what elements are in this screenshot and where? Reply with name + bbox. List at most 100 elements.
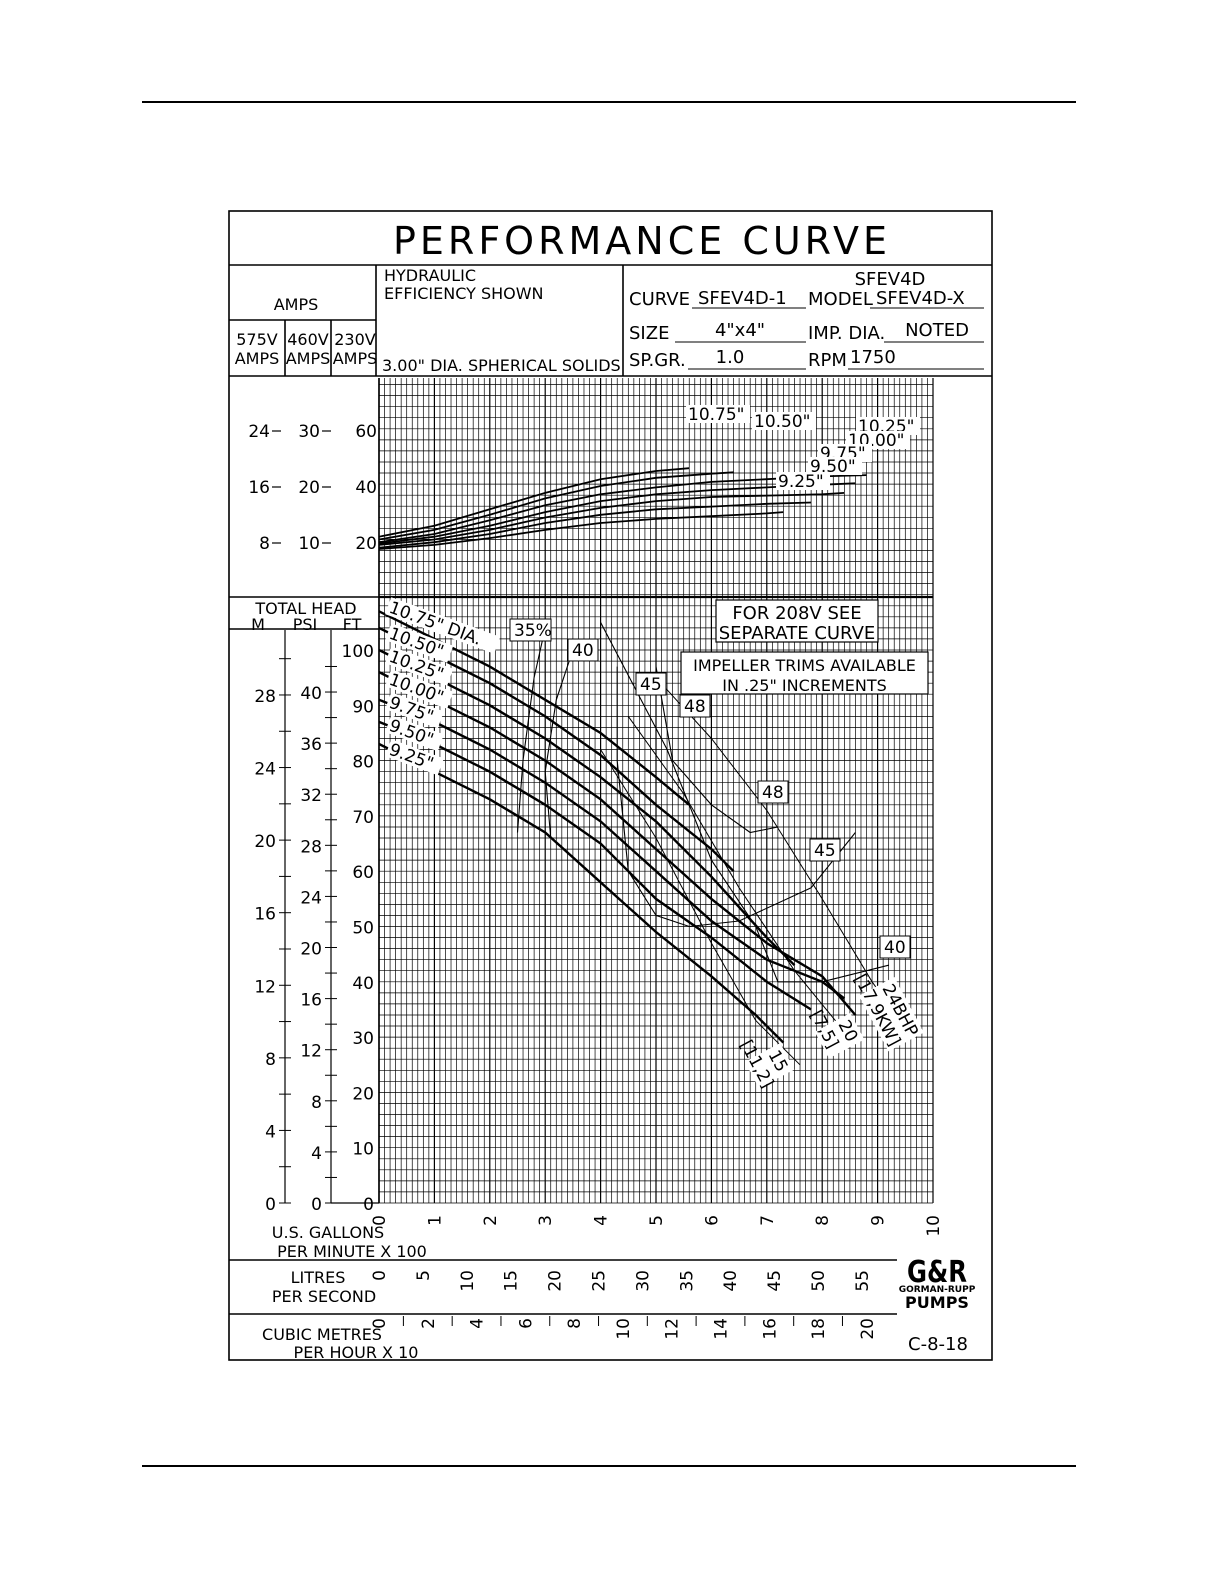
head-curve — [378, 742, 785, 1044]
solids-note: 3.00" DIA. SPHERICAL SOLIDS — [382, 356, 621, 375]
amp-tick-230v: 40 — [355, 478, 377, 498]
note-impeller-trims-text: IMPELLER TRIMS AVAILABLE — [693, 656, 916, 675]
gpm-tick-label: 2 — [481, 1215, 501, 1226]
head-curve — [378, 720, 812, 1011]
hydraulic-note-line: HYDRAULIC — [384, 266, 476, 285]
spgr-label: SP.GR. — [629, 350, 686, 371]
ft-tick-label: 70 — [352, 808, 374, 828]
ft-tick-label: 100 — [342, 642, 374, 662]
curve-info: SFEV4D CURVE SFEV4D-1 MODEL SFEV4D-X SIZE 4"x4… — [629, 269, 984, 371]
ft-tick-label: 30 — [352, 1029, 374, 1049]
eff-label-box — [567, 638, 599, 662]
amp-label-bg — [856, 417, 920, 435]
ft-tick-label: 60 — [352, 863, 374, 883]
eff-label-box — [757, 780, 789, 804]
gpm-tick-label: 4 — [592, 1215, 612, 1226]
eff-label-box — [809, 838, 841, 862]
efficiency-label: 45 — [814, 841, 836, 861]
bottom-rule — [142, 1465, 1076, 1467]
label-bg — [385, 715, 444, 752]
psi-tick-label: 12 — [300, 1042, 322, 1062]
amp-label-bg — [776, 472, 830, 490]
chart-title: PERFORMANCE CURVE — [393, 219, 891, 263]
amp-label-bg — [808, 457, 862, 475]
note-208v-text: FOR 208V SEE — [732, 603, 861, 624]
amp-tick-575v: 16 — [248, 478, 270, 498]
gpm-tick-label: 3 — [536, 1215, 556, 1226]
curve-value: SFEV4D-1 — [698, 288, 787, 309]
model-label: MODEL — [808, 289, 873, 310]
psi-tick-label: 16 — [300, 991, 322, 1011]
rpm-value: 1750 — [850, 347, 896, 368]
amps-title: AMPS — [274, 295, 319, 314]
efficiency-curve — [516, 627, 546, 833]
eff-label-box — [679, 694, 711, 718]
note-impeller-trims-box — [680, 651, 929, 695]
head-curve — [378, 610, 690, 806]
gpm-tick-label: 0 — [370, 1215, 390, 1226]
amp-curve-label: 10.50" — [754, 412, 811, 432]
amp-tick-575v: 24 — [248, 422, 270, 442]
gpm-tick-label: 10 — [924, 1215, 944, 1237]
m-tick-label: 20 — [254, 832, 276, 852]
amp-curve-label: 10.75" — [688, 405, 745, 425]
ft-tick-label: 0 — [363, 1195, 374, 1215]
ft-tick-label: 80 — [352, 753, 374, 773]
ft-tick-label: 90 — [352, 697, 374, 717]
m-tick-label: 28 — [254, 687, 276, 707]
gpm-axis-label: U.S. GALLONS — [272, 1223, 384, 1242]
model-value-top: SFEV4D — [855, 269, 926, 290]
svg-text:GORMAN-RUPP: GORMAN-RUPP — [899, 1285, 976, 1295]
amps-column-voltage: 575V — [236, 330, 278, 349]
efficiency-label: 48 — [762, 783, 784, 803]
head-axis-title: TOTAL HEAD — [254, 599, 356, 618]
head-unit-psi: PSI — [293, 615, 318, 634]
lps-tick-label: 40 — [721, 1270, 741, 1292]
note-208v-text: SEPARATE CURVE — [719, 623, 876, 644]
label-bg — [385, 597, 501, 654]
psi-tick-label: 0 — [311, 1195, 322, 1215]
bhp-line — [627, 716, 845, 1032]
efficiency-label: 35% — [514, 621, 552, 641]
ft-tick-label: 10 — [352, 1140, 374, 1160]
svg-text:PUMPS: PUMPS — [905, 1293, 969, 1312]
label-bg — [385, 669, 454, 709]
efficiency-label: 45 — [640, 675, 662, 695]
amp-curve — [378, 471, 734, 541]
psi-tick-label: 32 — [300, 786, 322, 806]
eff-label-box — [879, 935, 911, 959]
amp-tick-230v: 20 — [355, 534, 377, 554]
lps-tick-label: 5 — [414, 1270, 434, 1281]
amp-curve — [378, 492, 845, 546]
hydraulic-note-line: EFFICIENCY SHOWN — [384, 284, 544, 303]
lps-tick-label: 45 — [765, 1270, 785, 1292]
eff-label-box — [509, 618, 552, 642]
spgr-value: 1.0 — [716, 347, 745, 368]
amp-curve — [378, 467, 690, 538]
head-curve — [378, 648, 796, 967]
ft-tick-label: 50 — [352, 919, 374, 939]
lps-axis-label: PER SECOND — [272, 1287, 376, 1306]
top-rule — [142, 101, 1076, 103]
gorman-rupp-logo: G&R GORMAN-RUPP PUMPS — [899, 1255, 976, 1312]
lps-tick-label: 15 — [502, 1270, 522, 1292]
svg-text:G&R: G&R — [907, 1255, 967, 1290]
label-bg — [385, 646, 454, 686]
amps-column-unit: AMPS — [235, 349, 280, 368]
gpm-tick-label: 7 — [758, 1215, 778, 1226]
psi-tick-label: 8 — [311, 1093, 322, 1113]
m-tick-label: 0 — [265, 1195, 276, 1215]
efficiency-label: 40 — [572, 641, 594, 661]
note-impeller-trims-text: IN .25" INCREMENTS — [722, 676, 887, 695]
cmh-tick-label: 18 — [809, 1318, 829, 1340]
eff-label-box — [635, 672, 667, 696]
head-curve — [378, 698, 846, 1000]
amp-label-bg — [686, 405, 750, 423]
head-curve — [378, 671, 857, 1016]
amps-column-unit: AMPS — [286, 349, 331, 368]
lps-tick-label: 55 — [853, 1270, 873, 1292]
cmh-tick-label: 14 — [711, 1318, 731, 1340]
